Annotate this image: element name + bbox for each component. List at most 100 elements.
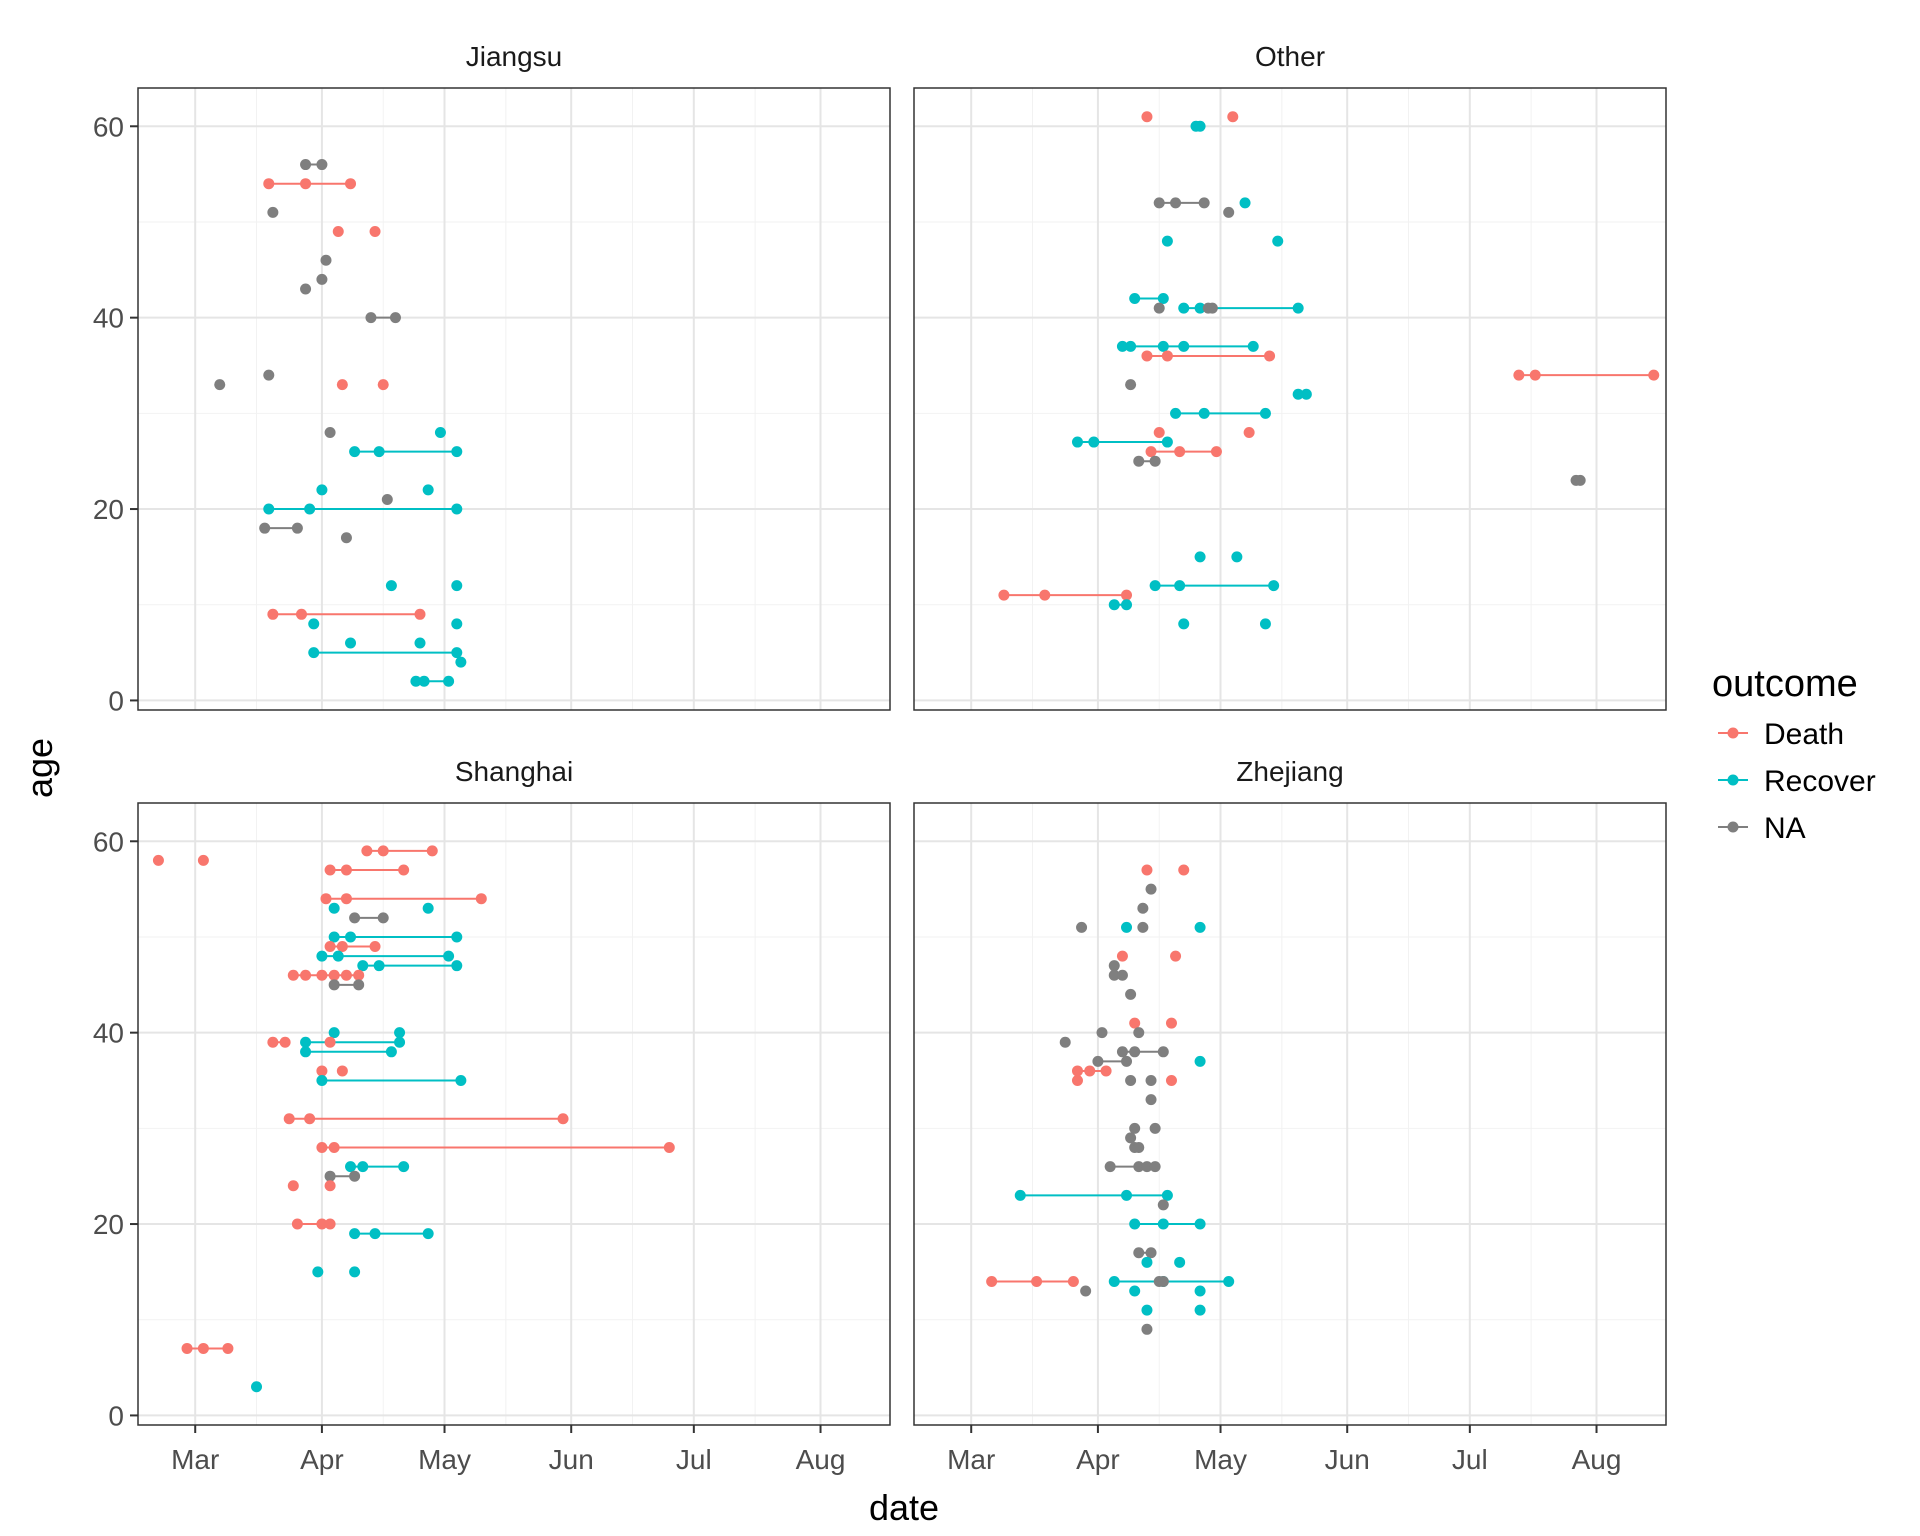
case-point bbox=[1170, 197, 1182, 209]
case-point bbox=[181, 1342, 193, 1354]
case-point bbox=[324, 1180, 336, 1192]
case-point bbox=[394, 1027, 406, 1039]
case-point bbox=[1125, 379, 1137, 391]
case-point bbox=[328, 979, 340, 991]
case-point bbox=[340, 893, 352, 905]
case-point bbox=[1141, 1256, 1153, 1268]
case-point bbox=[1194, 921, 1206, 933]
y-tick-label: 0 bbox=[108, 1400, 124, 1431]
case-point bbox=[373, 960, 385, 972]
case-point bbox=[1178, 340, 1190, 352]
case-point bbox=[1574, 474, 1586, 486]
case-point bbox=[324, 1036, 336, 1048]
data-marks bbox=[998, 111, 1660, 630]
case-point bbox=[1116, 340, 1128, 352]
case-point bbox=[320, 254, 332, 266]
data-marks bbox=[214, 159, 467, 687]
case-point bbox=[1116, 969, 1128, 981]
case-point bbox=[349, 1170, 361, 1182]
case-point bbox=[1206, 302, 1218, 314]
x-tick-label: Apr bbox=[1076, 1444, 1120, 1475]
case-point bbox=[1080, 1285, 1092, 1297]
case-point bbox=[1125, 1075, 1137, 1087]
gridlines bbox=[138, 803, 890, 1425]
case-point bbox=[324, 1170, 336, 1182]
case-point bbox=[394, 1036, 406, 1048]
panel-border bbox=[137, 87, 891, 711]
case-point bbox=[663, 1141, 675, 1153]
case-point bbox=[1129, 1046, 1141, 1058]
case-point bbox=[336, 1065, 348, 1077]
case-point bbox=[1121, 921, 1133, 933]
case-point bbox=[300, 283, 312, 295]
panel-shanghai: Shanghai 0 20 40 60 Mar Apr May Jun Jul Aug bbox=[93, 756, 891, 1475]
legend-item-na: NA bbox=[1718, 812, 1806, 845]
case-point bbox=[1149, 580, 1161, 592]
case-point bbox=[1161, 350, 1173, 362]
case-point bbox=[1243, 426, 1255, 438]
case-point bbox=[328, 969, 340, 981]
case-point bbox=[316, 969, 328, 981]
case-point bbox=[316, 1218, 328, 1230]
case-point bbox=[251, 1381, 263, 1393]
y-tick-label: 20 bbox=[93, 1209, 124, 1240]
case-point bbox=[1198, 197, 1210, 209]
case-point bbox=[1292, 302, 1304, 314]
case-point bbox=[1121, 1055, 1133, 1067]
case-point bbox=[1268, 580, 1280, 592]
data-marks bbox=[986, 864, 1235, 1335]
case-point bbox=[295, 608, 307, 620]
case-point bbox=[414, 637, 426, 649]
case-point bbox=[1161, 436, 1173, 448]
case-point bbox=[443, 675, 455, 687]
case-point bbox=[1076, 921, 1088, 933]
case-point bbox=[316, 1141, 328, 1153]
case-point bbox=[1145, 446, 1157, 458]
case-point bbox=[304, 1113, 316, 1125]
case-point bbox=[1161, 1189, 1173, 1201]
case-point bbox=[312, 1266, 324, 1278]
case-point bbox=[1108, 1275, 1120, 1287]
case-point bbox=[214, 379, 226, 391]
case-point bbox=[418, 675, 430, 687]
x-tick-label: Jun bbox=[549, 1444, 594, 1475]
case-point bbox=[332, 226, 344, 238]
case-point bbox=[1513, 369, 1525, 381]
case-point bbox=[1096, 1027, 1108, 1039]
case-point bbox=[316, 484, 328, 496]
case-point bbox=[1165, 1017, 1177, 1029]
case-point bbox=[1174, 1256, 1186, 1268]
case-point bbox=[1529, 369, 1541, 381]
case-point bbox=[1231, 551, 1243, 563]
legend-item-recover: Recover bbox=[1718, 765, 1876, 798]
legend-label: Recover bbox=[1764, 765, 1876, 798]
legend-point bbox=[1727, 774, 1739, 786]
case-point bbox=[1149, 455, 1161, 467]
case-point bbox=[308, 618, 320, 630]
case-point bbox=[357, 1161, 369, 1173]
case-point bbox=[1141, 1323, 1153, 1335]
case-point bbox=[1170, 407, 1182, 419]
case-point bbox=[324, 864, 336, 876]
case-point bbox=[1272, 235, 1284, 247]
case-point bbox=[1149, 1122, 1161, 1134]
case-point bbox=[398, 1161, 410, 1173]
case-point bbox=[451, 931, 463, 943]
case-point bbox=[336, 379, 348, 391]
case-point bbox=[1141, 1304, 1153, 1316]
data-marks bbox=[152, 845, 675, 1393]
case-point bbox=[451, 618, 463, 630]
case-point bbox=[475, 893, 487, 905]
case-point bbox=[1125, 1132, 1137, 1144]
case-point bbox=[1133, 1027, 1145, 1039]
x-axis-title: date bbox=[869, 1487, 939, 1528]
case-point bbox=[353, 969, 365, 981]
case-point bbox=[557, 1113, 569, 1125]
case-point bbox=[389, 312, 401, 324]
case-point bbox=[1153, 302, 1165, 314]
case-point bbox=[279, 1036, 291, 1048]
case-point bbox=[1157, 293, 1169, 305]
case-point bbox=[345, 931, 357, 943]
case-point bbox=[443, 950, 455, 962]
y-axis-title: age bbox=[19, 738, 60, 798]
